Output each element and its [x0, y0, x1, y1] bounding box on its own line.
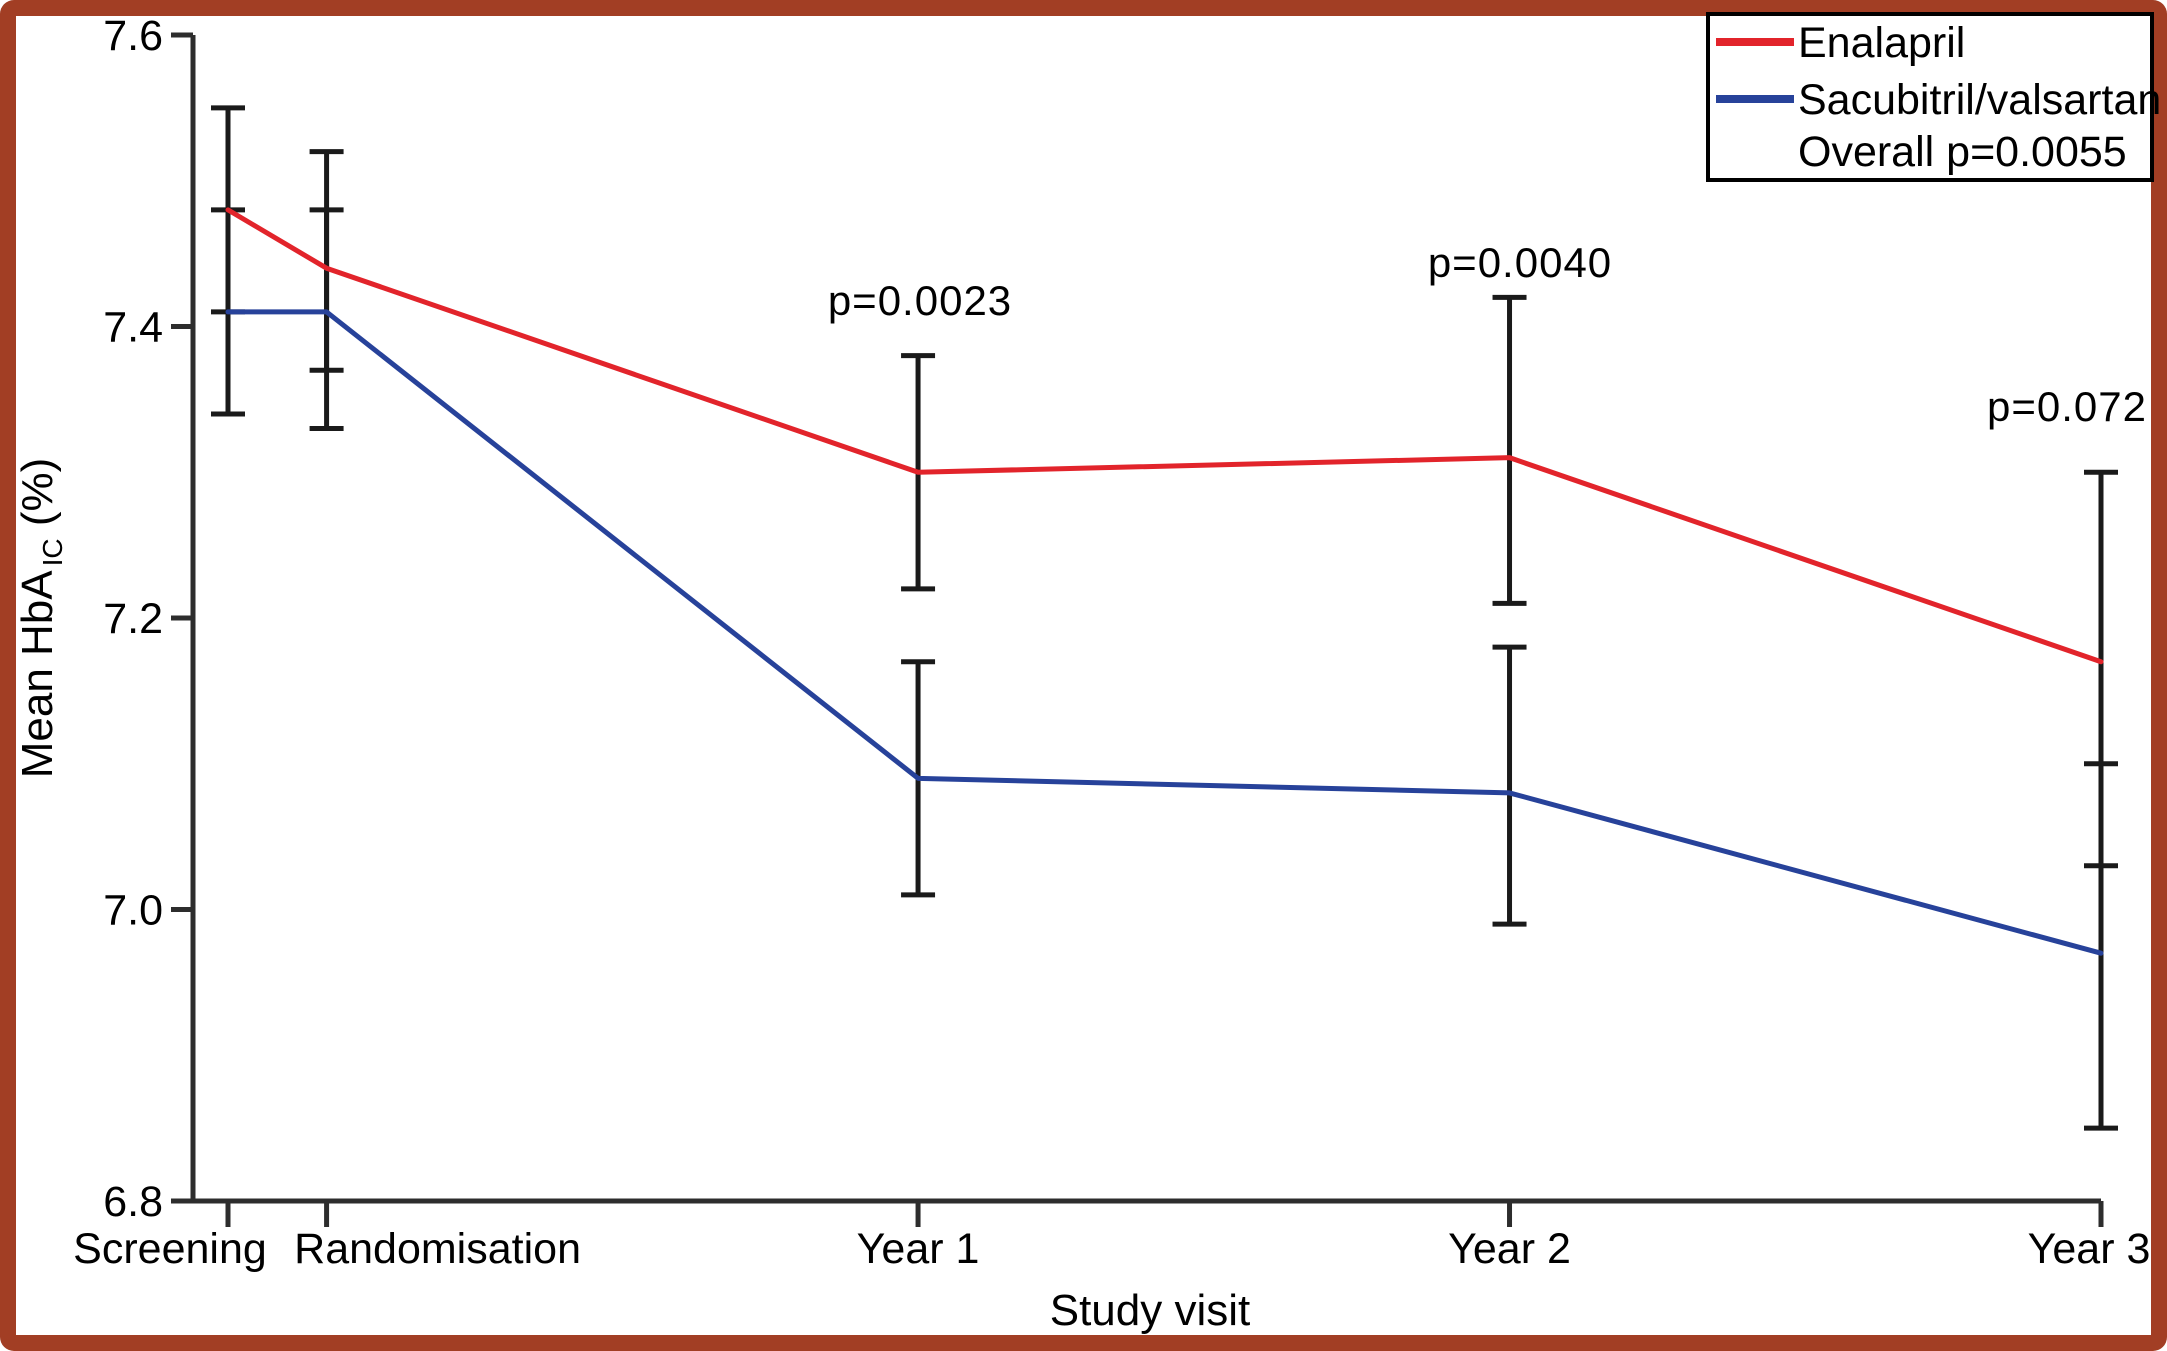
y-axis-title-unit: (%)	[13, 458, 62, 539]
legend: Enalapril Sacubitril/valsartan Overall p…	[1706, 12, 2161, 182]
y-axis-title-main: Mean HbA	[13, 570, 62, 779]
x-tick-label: Randomisation	[294, 1225, 581, 1273]
p-value-annotation-year3: p=0.072	[1987, 383, 2147, 430]
y-tick-label: 7.0	[103, 887, 163, 935]
y-tick-label: 7.4	[103, 304, 163, 352]
y-tick-label: 6.8	[103, 1178, 163, 1226]
y-axis-title-subscript: IC	[37, 538, 68, 566]
x-tick-label: Screening	[73, 1225, 267, 1273]
y-tick-label: 7.6	[103, 12, 163, 60]
series-line-enalapril	[225, 207, 2104, 665]
error-bars-layer	[211, 105, 2118, 1131]
annotations-layer: p=0.0023 p=0.0040 p=0.072	[828, 239, 2147, 430]
series-lines-layer	[225, 207, 2104, 956]
x-tick-label: Year 3	[2028, 1225, 2151, 1273]
legend-label-enalapril: Enalapril	[1798, 19, 1965, 67]
plot-background	[16, 16, 2151, 1335]
legend-overall-pvalue: Overall p=0.0055	[1798, 128, 2127, 176]
x-tick-label: Year 1	[857, 1225, 980, 1273]
y-tick-label: 7.2	[103, 595, 163, 643]
series-line-sacubitril-valsartan	[225, 309, 2104, 956]
p-value-annotation-year1: p=0.0023	[828, 277, 1012, 324]
x-axis-title: Study visit	[1050, 1286, 1251, 1335]
y-axis-title: Mean HbA IC (%)	[13, 458, 68, 779]
legend-label-sacubitril-valsartan: Sacubitril/valsartan	[1798, 76, 2161, 124]
x-tick-label: Year 2	[1448, 1225, 1571, 1273]
p-value-annotation-year2: p=0.0040	[1428, 239, 1612, 286]
